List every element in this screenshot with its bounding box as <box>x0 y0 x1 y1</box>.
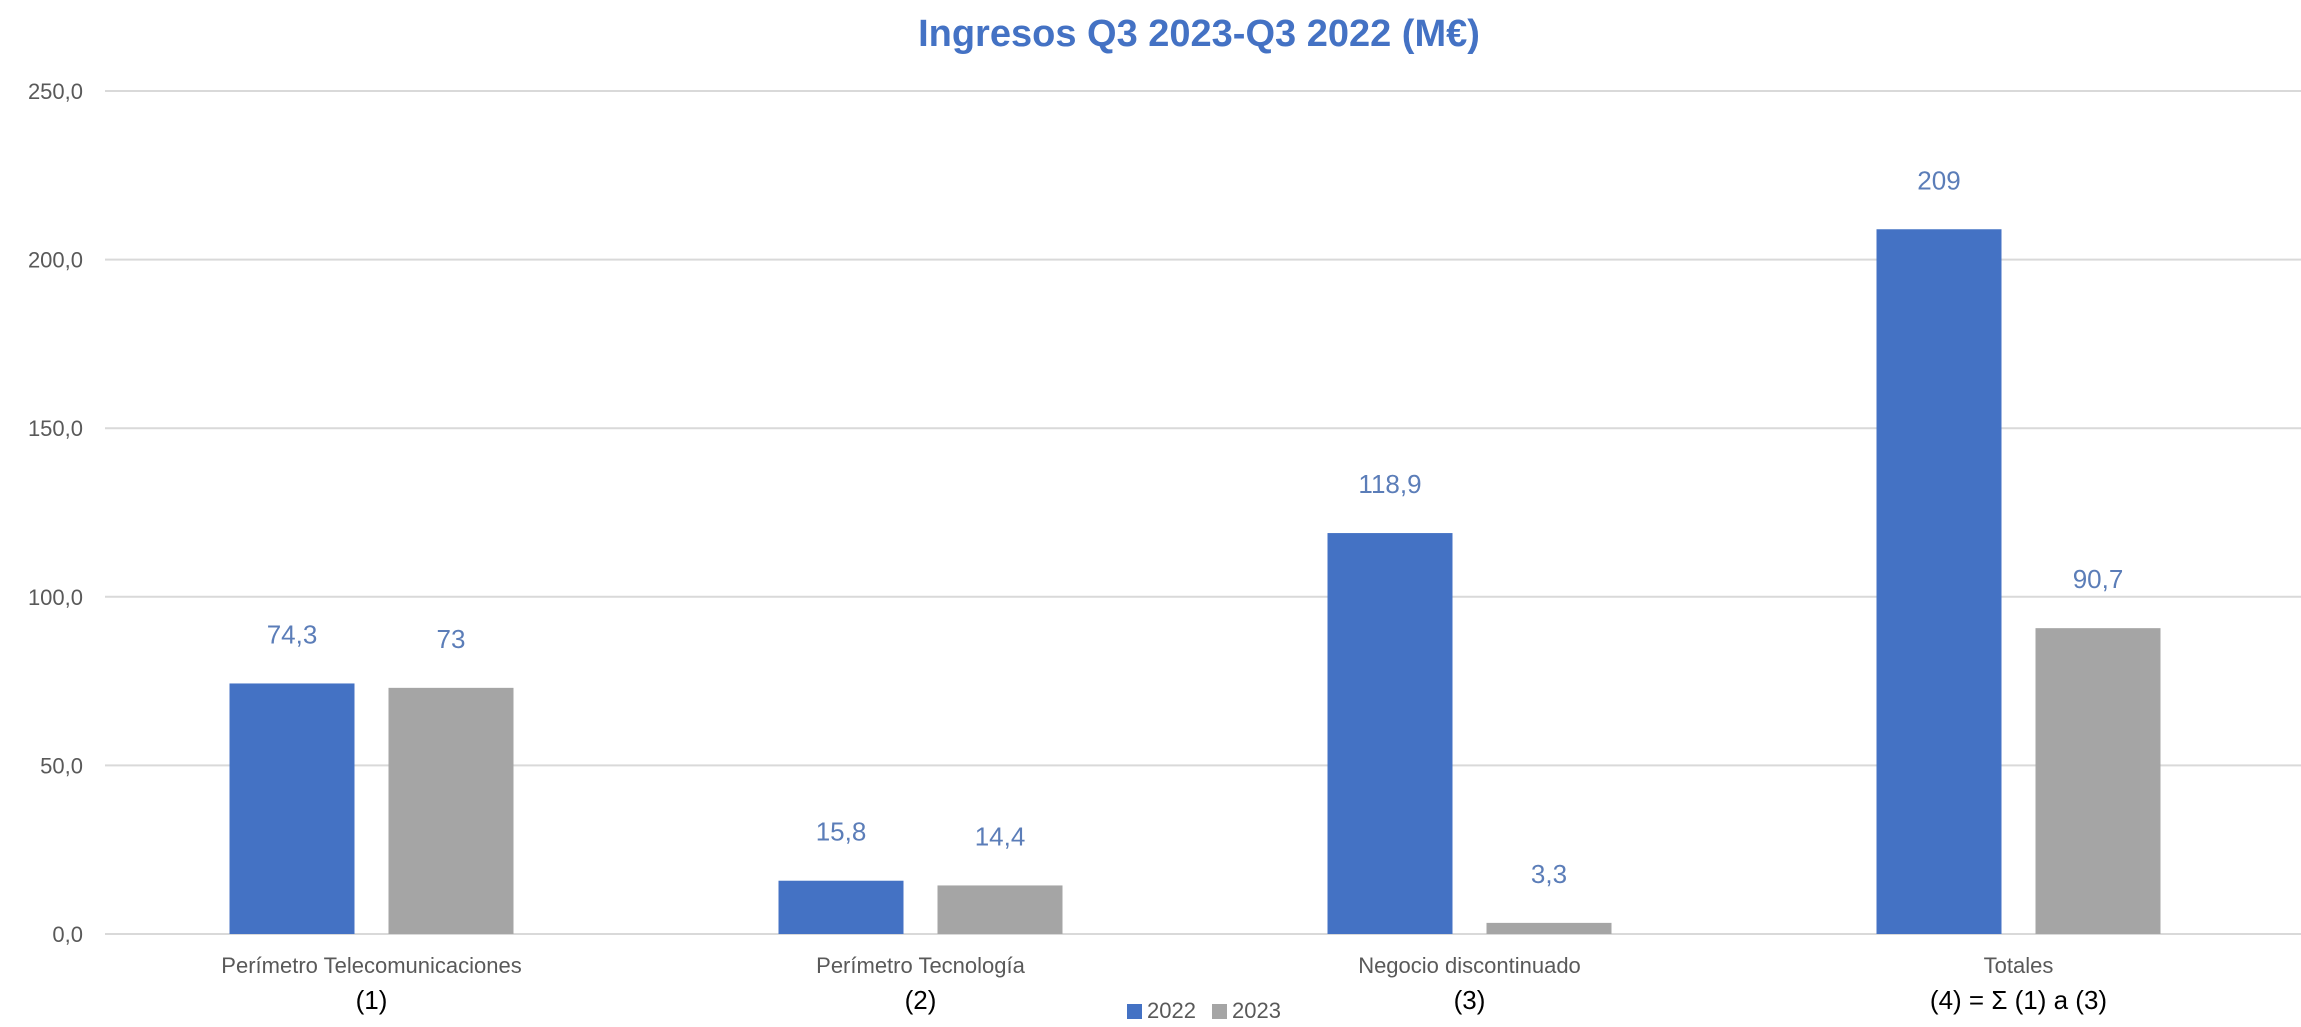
bar <box>229 683 355 934</box>
bar <box>778 880 904 934</box>
y-axis: 0,0 50,0 100,0 150,0 200,0 250,0 <box>28 79 83 947</box>
data-label: 118,9 <box>1358 469 1421 499</box>
data-label: 14,4 <box>975 821 1026 851</box>
legend-swatch <box>1212 1004 1227 1019</box>
y-tick-label: 200,0 <box>28 248 83 273</box>
x-category-label: Negocio discontinuado <box>1358 953 1581 978</box>
data-labels: 74,3 73 15,8 14,4 118,9 3,3 209 90,7 <box>267 165 2124 889</box>
data-label: 3,3 <box>1531 859 1567 889</box>
chart-title: Ingresos Q3 2023-Q3 2022 (M€) <box>918 13 1480 55</box>
bar <box>1486 922 1612 934</box>
x-axis: Perímetro Telecomunicaciones (1) Perímetro… <box>221 953 2107 1015</box>
x-category-note: (2) <box>905 985 937 1015</box>
y-tick-label: 100,0 <box>28 585 83 610</box>
bar <box>388 687 514 934</box>
x-category-label: Perímetro Tecnología <box>816 953 1025 978</box>
bar <box>937 885 1063 934</box>
y-tick-label: 150,0 <box>28 416 83 441</box>
x-category-label: Totales <box>1984 953 2054 978</box>
y-tick-label: 50,0 <box>40 753 83 778</box>
data-label: 74,3 <box>267 619 318 649</box>
bar <box>1327 533 1453 934</box>
data-label: 15,8 <box>816 817 867 847</box>
legend-swatch <box>1127 1004 1142 1019</box>
bar <box>1876 229 2002 934</box>
x-category-note: (4) = Σ (1) a (3) <box>1930 985 2107 1015</box>
legend-label: 2023 <box>1232 998 1281 1023</box>
legend: 2022 2023 <box>1127 998 1281 1023</box>
bar <box>2035 628 2161 934</box>
x-category-note: (1) <box>356 985 388 1015</box>
legend-label: 2022 <box>1147 998 1196 1023</box>
data-label: 73 <box>437 624 466 654</box>
y-tick-label: 250,0 <box>28 79 83 104</box>
x-category-label: Perímetro Telecomunicaciones <box>221 953 521 978</box>
bars <box>229 229 2161 934</box>
data-label: 90,7 <box>2073 564 2124 594</box>
y-tick-label: 0,0 <box>52 922 83 947</box>
data-label: 209 <box>1917 165 1960 195</box>
x-category-note: (3) <box>1454 985 1486 1015</box>
